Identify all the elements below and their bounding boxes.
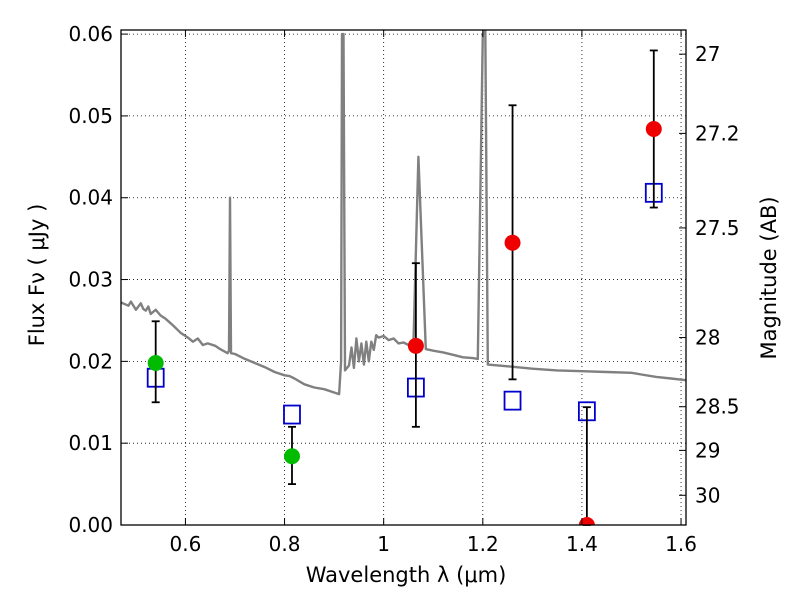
detection-point — [407, 337, 424, 354]
y-tick-label: 0.03 — [68, 268, 113, 292]
y-tick-label: 0.01 — [68, 431, 113, 455]
plot-frame — [120, 29, 687, 526]
y-axis-label: Flux Fν ( μJy ) — [25, 204, 49, 347]
y-tick-label: 0.04 — [68, 186, 113, 210]
detection-point — [283, 448, 300, 465]
y-tick-label: 0.02 — [68, 349, 113, 373]
x-axis-label: Wavelength λ (μm) — [306, 563, 507, 587]
axis-ticks: 0.6 0.8 1 1.2 1.4 1.6 0.00 0.01 0.02 0.03 0.04 0.05… — [68, 22, 739, 556]
x-tick-label: 0.8 — [269, 532, 301, 556]
detection-point — [147, 355, 164, 371]
y2-axis-label: Magnitude (AB) — [757, 196, 781, 359]
plot-area — [121, 30, 686, 526]
x-tick-label: 1.2 — [467, 532, 499, 556]
x-tick-label: 1 — [377, 532, 390, 556]
model-photometry-square — [283, 404, 301, 425]
detection-point — [645, 121, 662, 137]
y-tick-label: 0.00 — [68, 513, 113, 537]
model-photometry-square — [503, 390, 522, 411]
x-tick-label: 1.4 — [566, 532, 598, 556]
detection-point — [504, 234, 521, 251]
x-tick-label: 0.6 — [170, 532, 202, 556]
y2-tick-label: 29 — [695, 438, 720, 462]
spectrum-line — [121, 30, 686, 396]
y-tick-label: 0.06 — [68, 22, 113, 46]
y2-tick-label: 27.2 — [695, 121, 740, 145]
x-tick-label: 1.6 — [665, 532, 697, 556]
y2-tick-label: 28.5 — [695, 395, 740, 419]
grid-lines — [121, 30, 686, 526]
y2-tick-label: 30 — [695, 483, 720, 507]
y2-tick-label: 28 — [695, 326, 720, 350]
y2-tick-label: 27.5 — [695, 216, 740, 240]
y2-tick-label: 27 — [695, 42, 720, 66]
y-tick-label: 0.05 — [68, 104, 113, 128]
detection-point — [578, 517, 595, 525]
